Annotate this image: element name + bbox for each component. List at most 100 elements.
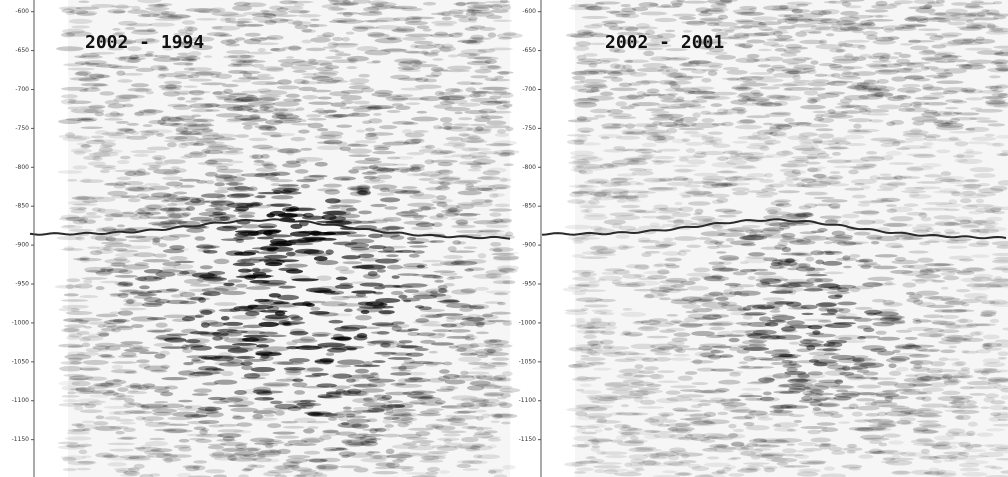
texture-blob bbox=[92, 156, 102, 161]
texture-blob bbox=[644, 366, 659, 370]
texture-blob bbox=[163, 338, 186, 342]
texture-blob bbox=[773, 424, 782, 427]
texture-blob bbox=[116, 431, 125, 435]
texture-blob bbox=[306, 458, 328, 462]
texture-blob bbox=[990, 448, 1008, 452]
texture-blob bbox=[788, 122, 812, 125]
texture-blob bbox=[580, 130, 590, 132]
texture-blob bbox=[796, 238, 811, 243]
texture-blob bbox=[316, 275, 331, 281]
texture-blob bbox=[900, 43, 913, 45]
texture-blob bbox=[214, 182, 225, 186]
texture-blob bbox=[428, 451, 449, 454]
texture-blob bbox=[804, 90, 818, 95]
texture-blob bbox=[484, 392, 505, 396]
texture-blob bbox=[185, 100, 197, 103]
texture-blob bbox=[770, 310, 781, 313]
texture-blob bbox=[219, 424, 239, 427]
texture-blob bbox=[316, 221, 343, 223]
texture-blob bbox=[392, 163, 408, 165]
texture-blob bbox=[492, 193, 504, 197]
texture-blob bbox=[739, 361, 748, 364]
texture-blob bbox=[799, 343, 822, 347]
texture-blob bbox=[666, 128, 677, 134]
texture-blob bbox=[335, 284, 354, 289]
texture-blob bbox=[756, 414, 769, 418]
texture-blob bbox=[257, 42, 279, 45]
texture-blob bbox=[784, 118, 794, 123]
texture-blob bbox=[888, 440, 903, 444]
texture-blob bbox=[831, 450, 845, 454]
texture-blob bbox=[591, 309, 612, 312]
texture-blob bbox=[469, 53, 481, 56]
texture-blob bbox=[201, 322, 210, 327]
texture-blob bbox=[372, 471, 398, 474]
texture-blob bbox=[572, 140, 586, 143]
texture-blob bbox=[925, 471, 945, 476]
texture-blob bbox=[170, 15, 192, 18]
texture-blob bbox=[777, 241, 788, 246]
texture-blob bbox=[684, 190, 702, 194]
texture-blob bbox=[233, 430, 252, 433]
texture-blob bbox=[857, 336, 866, 339]
texture-blob bbox=[470, 75, 488, 78]
texture-blob bbox=[178, 291, 187, 295]
texture-blob bbox=[822, 261, 842, 266]
texture-blob bbox=[461, 437, 478, 442]
texture-blob bbox=[315, 162, 328, 167]
texture-blob bbox=[617, 173, 637, 176]
texture-blob bbox=[201, 149, 210, 154]
texture-blob bbox=[638, 237, 650, 242]
texture-blob bbox=[615, 215, 641, 220]
texture-blob bbox=[831, 355, 856, 360]
texture-blob bbox=[716, 171, 738, 174]
texture-blob bbox=[618, 95, 644, 100]
texture-blob bbox=[80, 295, 99, 298]
texture-blob bbox=[249, 257, 272, 261]
texture-blob bbox=[623, 131, 635, 134]
texture-blob bbox=[940, 349, 955, 353]
texture-blob bbox=[467, 9, 475, 12]
texture-blob bbox=[275, 435, 299, 438]
texture-blob bbox=[906, 62, 931, 64]
texture-blob bbox=[466, 371, 490, 374]
texture-blob bbox=[302, 73, 317, 76]
texture-blob bbox=[725, 434, 746, 439]
texture-blob bbox=[232, 343, 257, 346]
texture-blob bbox=[451, 154, 470, 157]
texture-blob bbox=[104, 113, 123, 118]
texture-blob bbox=[253, 387, 271, 393]
texture-blob bbox=[61, 299, 88, 301]
texture-blob bbox=[679, 460, 697, 463]
texture-blob bbox=[131, 83, 149, 87]
texture-blob bbox=[795, 31, 807, 37]
texture-blob bbox=[130, 383, 142, 387]
texture-blob bbox=[642, 143, 657, 148]
texture-blob bbox=[263, 384, 290, 387]
texture-blob bbox=[876, 331, 887, 335]
texture-blob bbox=[178, 400, 192, 403]
texture-blob bbox=[110, 397, 127, 400]
texture-blob bbox=[392, 444, 418, 449]
texture-blob bbox=[625, 27, 638, 32]
texture-blob bbox=[294, 418, 316, 423]
texture-blob bbox=[392, 28, 415, 33]
texture-blob bbox=[236, 356, 255, 359]
texture-blob bbox=[801, 462, 825, 464]
texture-blob bbox=[420, 171, 442, 177]
texture-blob bbox=[718, 261, 731, 265]
texture-blob bbox=[636, 23, 650, 29]
texture-blob bbox=[971, 0, 984, 3]
texture-blob bbox=[161, 377, 187, 380]
texture-blob bbox=[672, 337, 688, 342]
texture-blob bbox=[660, 280, 684, 284]
texture-blob bbox=[210, 8, 225, 13]
texture-blob bbox=[856, 398, 876, 401]
texture-blob bbox=[458, 117, 472, 120]
texture-blob bbox=[781, 287, 805, 291]
texture-blob bbox=[852, 195, 866, 199]
texture-blob bbox=[910, 46, 929, 51]
texture-blob bbox=[79, 55, 103, 58]
texture-blob bbox=[252, 414, 263, 419]
texture-blob bbox=[629, 210, 646, 213]
